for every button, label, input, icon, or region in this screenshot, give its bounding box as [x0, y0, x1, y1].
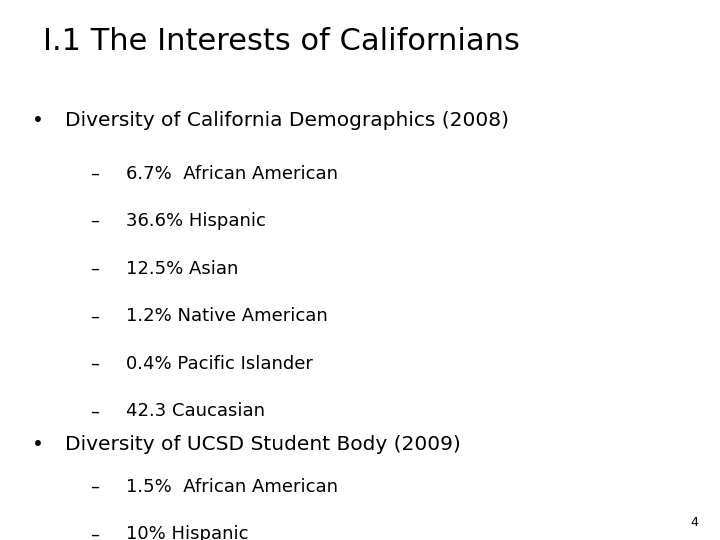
Text: 36.6% Hispanic: 36.6% Hispanic [126, 212, 266, 230]
Text: I.1 The Interests of Californians: I.1 The Interests of Californians [43, 27, 520, 56]
Text: 10% Hispanic: 10% Hispanic [126, 525, 248, 540]
Text: •: • [32, 111, 44, 130]
Text: Diversity of California Demographics (2008): Diversity of California Demographics (20… [65, 111, 509, 130]
Text: 42.3 Caucasian: 42.3 Caucasian [126, 402, 265, 420]
Text: 1.2% Native American: 1.2% Native American [126, 307, 328, 325]
Text: –: – [90, 212, 99, 230]
Text: –: – [90, 355, 99, 373]
Text: 1.5%  African American: 1.5% African American [126, 478, 338, 496]
Text: Diversity of UCSD Student Body (2009): Diversity of UCSD Student Body (2009) [65, 435, 461, 454]
Text: •: • [32, 435, 44, 454]
Text: –: – [90, 165, 99, 183]
Text: –: – [90, 525, 99, 540]
Text: 12.5% Asian: 12.5% Asian [126, 260, 238, 278]
Text: 0.4% Pacific Islander: 0.4% Pacific Islander [126, 355, 313, 373]
Text: 4: 4 [690, 516, 698, 529]
Text: 6.7%  African American: 6.7% African American [126, 165, 338, 183]
Text: –: – [90, 402, 99, 420]
Text: –: – [90, 307, 99, 325]
Text: –: – [90, 260, 99, 278]
Text: –: – [90, 478, 99, 496]
